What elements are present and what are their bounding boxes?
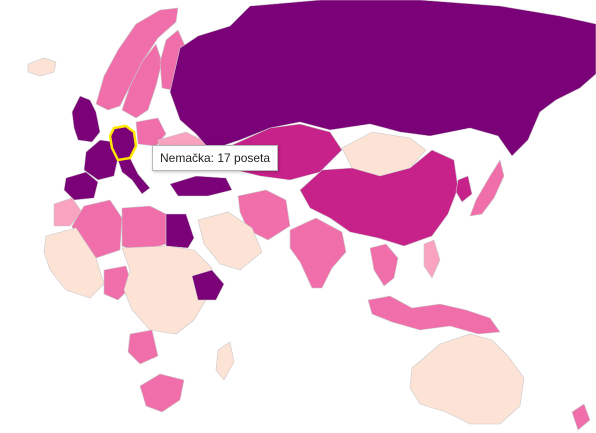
country-australia[interactable] (409, 333, 525, 425)
country-egypt[interactable] (165, 213, 195, 249)
country-ethiopia[interactable] (191, 269, 225, 301)
country-uk[interactable] (71, 95, 101, 143)
country-central-africa[interactable] (121, 245, 213, 335)
country-saudi-arabia[interactable] (197, 211, 263, 271)
country-south-africa[interactable] (139, 373, 185, 413)
country-korea[interactable] (455, 175, 473, 203)
country-iceland[interactable] (27, 57, 57, 77)
country-madagascar[interactable] (215, 341, 235, 381)
country-france[interactable] (83, 139, 119, 181)
country-italy[interactable] (117, 157, 151, 195)
country-russia[interactable] (169, 0, 596, 157)
country-thailand[interactable] (369, 243, 399, 287)
country-spain[interactable] (63, 171, 99, 201)
country-china[interactable] (299, 149, 459, 247)
country-norway[interactable] (95, 7, 179, 111)
country-philippines[interactable] (423, 239, 441, 279)
country-japan[interactable] (469, 159, 505, 217)
country-new-zealand[interactable] (571, 403, 591, 431)
country-libya[interactable] (121, 205, 167, 253)
country-turkey[interactable] (169, 175, 233, 197)
country-angola[interactable] (127, 329, 159, 365)
country-india[interactable] (289, 217, 347, 289)
country-indonesia[interactable] (367, 295, 501, 335)
map-tooltip: Nemačka: 17 poseta (152, 145, 279, 171)
country-west-africa[interactable] (43, 227, 105, 299)
germany-highlight-outline (108, 124, 138, 162)
